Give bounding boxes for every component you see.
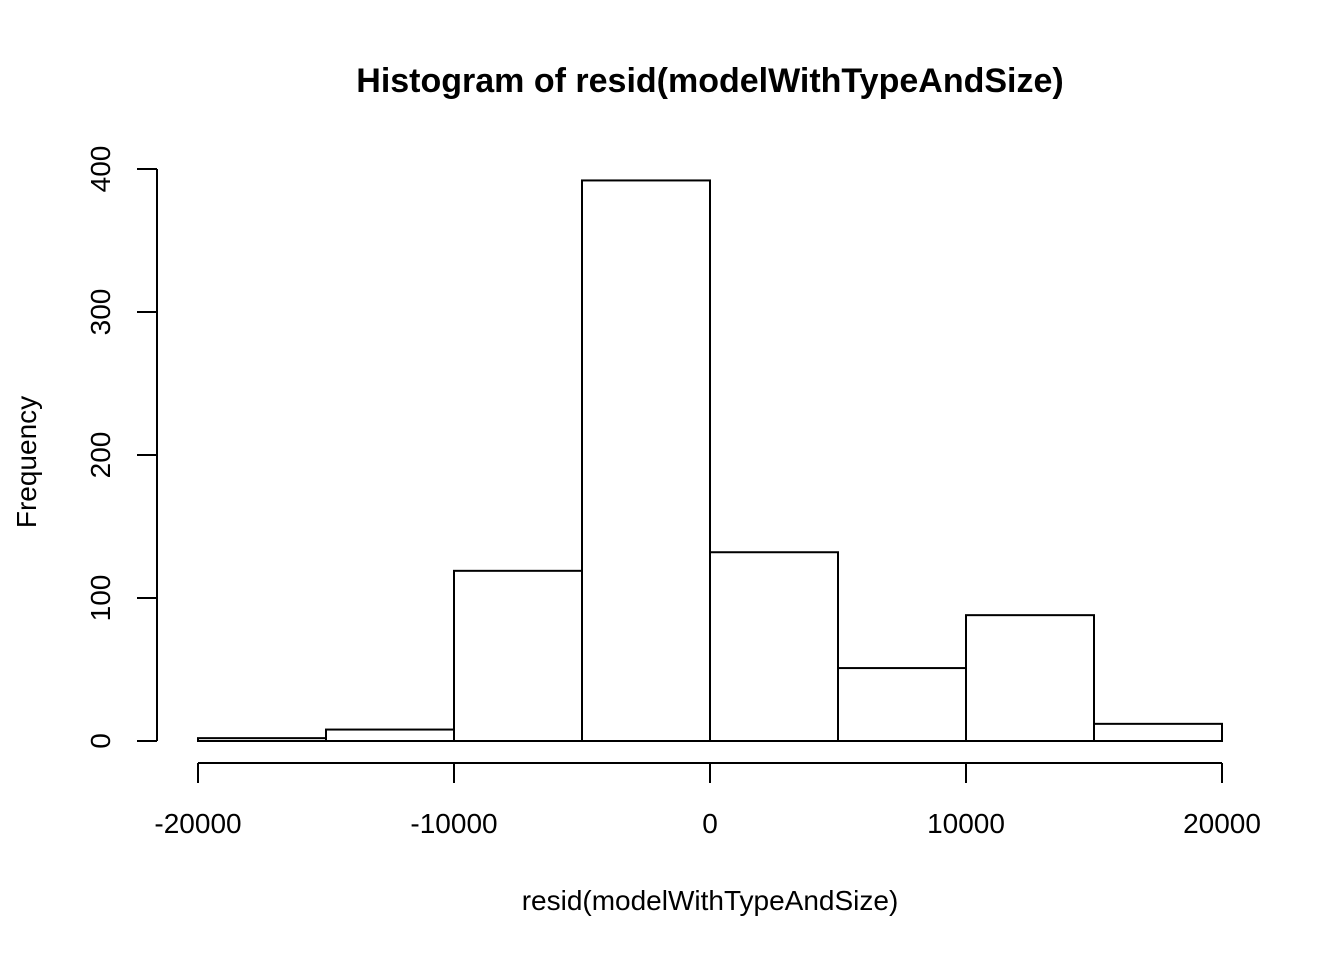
histogram-bar-3 — [581, 179, 711, 742]
x-tick-label-0: -20000 — [154, 808, 241, 839]
y-axis-label: Frequency — [11, 396, 42, 528]
chart-title: Histogram of resid(modelWithTypeAndSize) — [356, 62, 1063, 100]
x-tick-label-3: 10000 — [927, 808, 1005, 839]
histogram-bar-1 — [325, 728, 455, 742]
y-tick-label-3: 300 — [85, 289, 116, 336]
y-axis: 0 100 200 300 400 — [85, 146, 158, 749]
y-tick-label-4: 400 — [85, 146, 116, 193]
histogram-bars — [197, 179, 1223, 743]
x-tick-label-2: 0 — [702, 808, 718, 839]
x-axis-label: resid(modelWithTypeAndSize) — [522, 885, 899, 916]
y-tick-label-1: 100 — [85, 575, 116, 622]
histogram-bar-2 — [453, 569, 583, 743]
x-tick-label-4: 20000 — [1183, 808, 1261, 839]
histogram-bar-6 — [965, 614, 1095, 742]
histogram-bar-0 — [197, 737, 327, 743]
histogram-bar-7 — [1093, 722, 1223, 743]
histogram-bar-5 — [837, 667, 967, 743]
y-tick-label-0: 0 — [85, 733, 116, 749]
x-tick-label-1: -10000 — [410, 808, 497, 839]
y-tick-label-2: 200 — [85, 432, 116, 479]
x-axis: -20000 -10000 0 10000 20000 — [154, 762, 1261, 839]
histogram-bar-4 — [709, 551, 839, 742]
